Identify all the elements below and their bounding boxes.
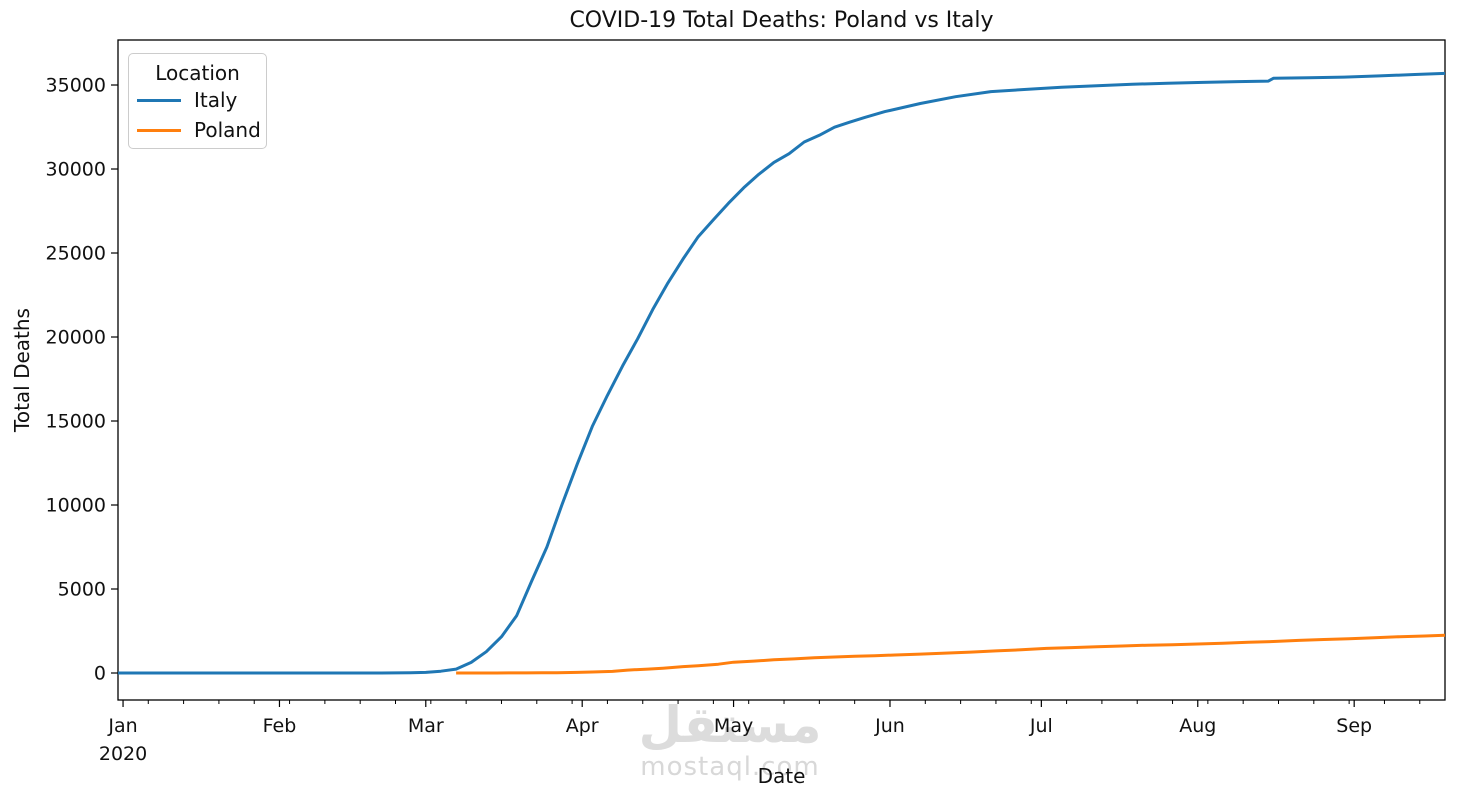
x-tick-label: Jul — [1029, 715, 1053, 737]
x-tick-label: Jun — [874, 715, 905, 737]
x-tick-label: Jan — [107, 715, 137, 737]
y-tick-label: 25000 — [46, 243, 106, 265]
y-tick-label: 5000 — [58, 579, 106, 601]
y-tick-label: 0 — [94, 663, 106, 685]
x-offset-year-label: 2020 — [99, 743, 147, 765]
x-tick-label: Feb — [263, 715, 297, 737]
legend-item-poland: Poland — [129, 115, 266, 145]
y-tick-label: 15000 — [46, 411, 106, 433]
italy-line — [118, 71, 1446, 675]
italy-line-swatch — [137, 98, 181, 102]
y-tick-label: 35000 — [46, 75, 106, 97]
poland-line-swatch — [137, 128, 181, 132]
y-axis-label: Total Deaths — [10, 308, 34, 432]
y-tick-label: 20000 — [46, 327, 106, 349]
x-tick-label: Mar — [408, 715, 444, 737]
legend: Location Italy Poland — [128, 53, 267, 149]
legend-label-italy: Italy — [194, 88, 238, 112]
x-axis-label: Date — [757, 764, 806, 788]
plot-frame — [117, 39, 1446, 701]
y-tick-label: 30000 — [46, 159, 106, 181]
x-tick-label: Sep — [1336, 715, 1372, 737]
y-tick-label: 10000 — [46, 495, 106, 517]
chart-title: COVID-19 Total Deaths: Poland vs Italy — [569, 8, 994, 33]
legend-label-poland: Poland — [194, 118, 261, 142]
x-tick-label: May — [714, 715, 753, 737]
legend-item-italy: Italy — [129, 85, 266, 115]
x-tick-label: Aug — [1179, 715, 1216, 737]
legend-title: Location — [155, 61, 240, 85]
x-tick-label: Apr — [566, 715, 599, 737]
poland-line — [456, 633, 1446, 675]
